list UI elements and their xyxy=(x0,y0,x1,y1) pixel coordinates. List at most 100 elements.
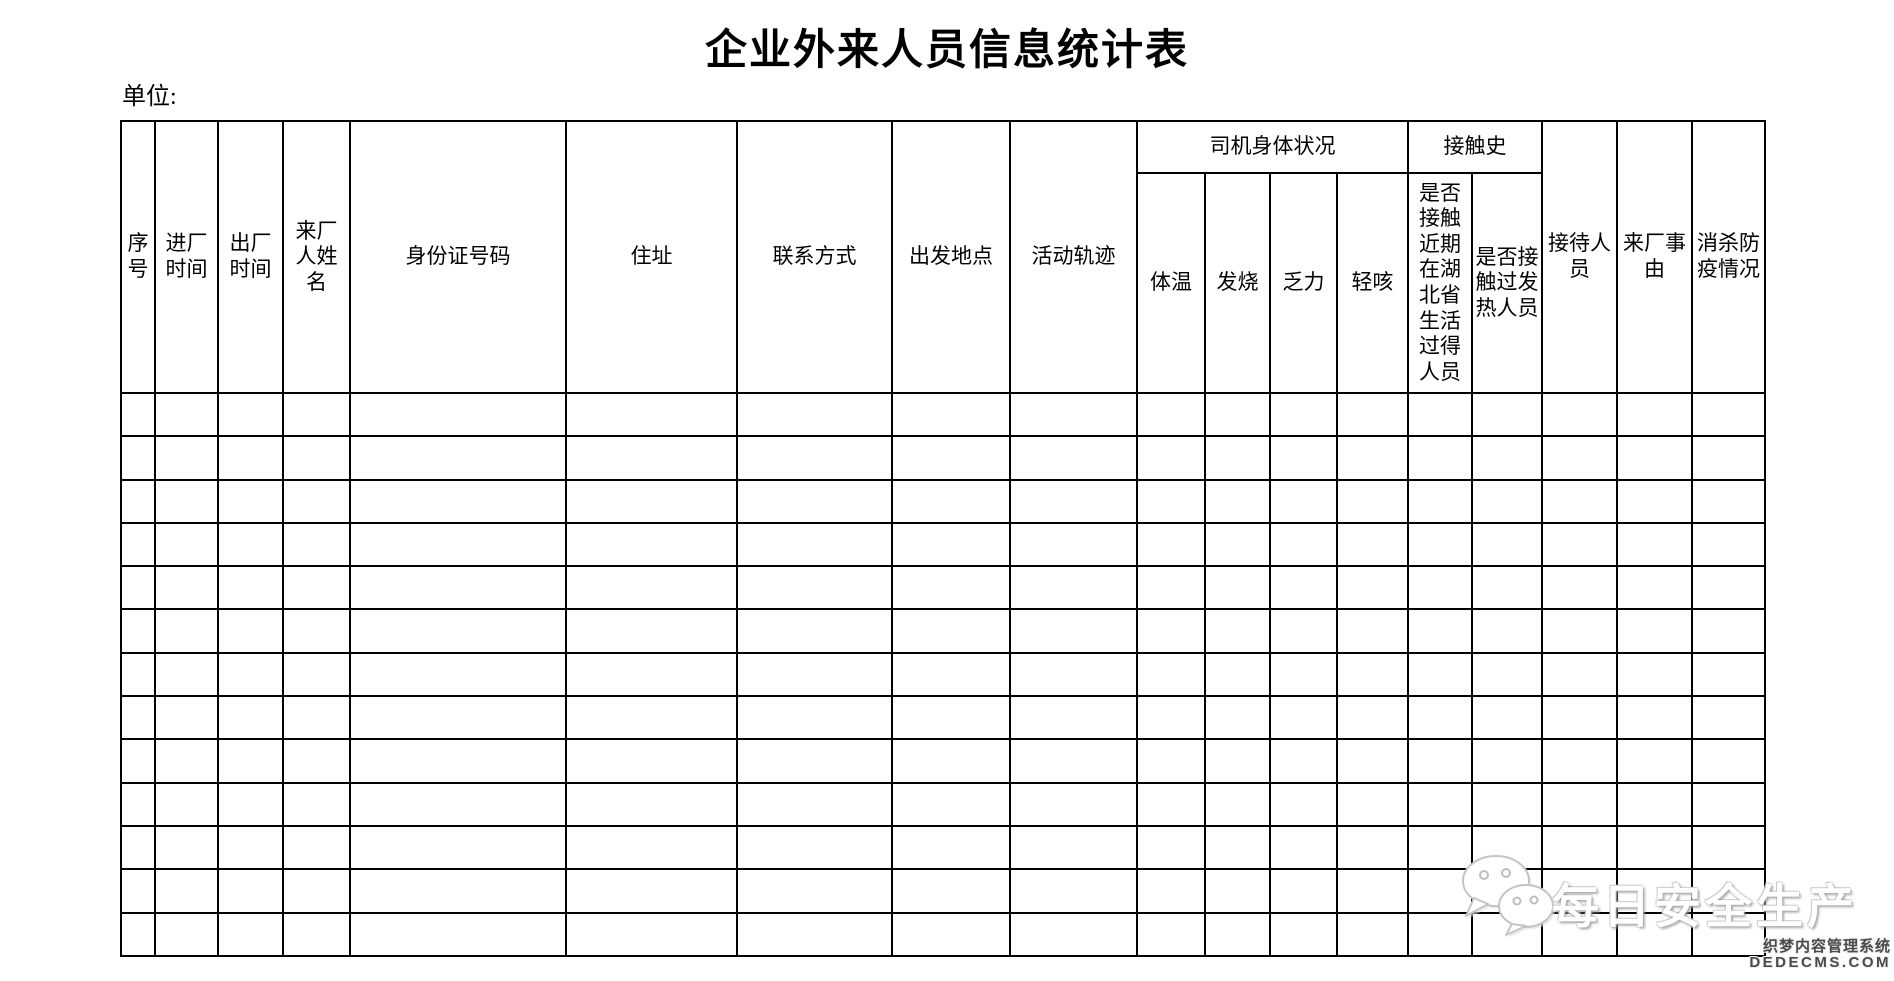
body-cell xyxy=(1336,868,1409,914)
table-row xyxy=(120,391,1766,438)
body-cell xyxy=(1204,565,1271,611)
body-cell xyxy=(1269,781,1338,827)
body-cell xyxy=(1471,565,1543,611)
body-cell xyxy=(1009,478,1138,524)
body-cell xyxy=(1616,781,1693,827)
body-cell xyxy=(1204,435,1271,481)
body-cell xyxy=(154,435,219,481)
body-cell xyxy=(1471,738,1543,784)
body-cell xyxy=(1204,391,1271,438)
body-cell xyxy=(349,391,567,438)
body-cell xyxy=(1471,391,1543,438)
body-cell xyxy=(1336,478,1409,524)
header-activity-track: 活动轨迹 xyxy=(1009,120,1138,394)
body-cell xyxy=(1009,391,1138,438)
body-cell xyxy=(565,521,738,568)
body-cell xyxy=(891,651,1011,698)
table-row xyxy=(120,651,1766,698)
body-cell xyxy=(1616,478,1693,524)
body-cell xyxy=(154,651,219,698)
body-cell xyxy=(1541,824,1618,871)
body-cell xyxy=(1471,608,1543,654)
body-cell xyxy=(217,565,284,611)
body-cell xyxy=(736,695,893,741)
body-cell xyxy=(154,738,219,784)
body-cell xyxy=(1136,565,1206,611)
body-cell xyxy=(1541,738,1618,784)
body-cell xyxy=(1541,651,1618,698)
body-cell xyxy=(1541,695,1618,741)
body-cell xyxy=(1136,651,1206,698)
body-cell xyxy=(1009,435,1138,481)
table-row xyxy=(120,738,1766,784)
unit-label: 单位: xyxy=(122,84,177,110)
body-cell xyxy=(1407,521,1473,568)
body-cell xyxy=(1471,695,1543,741)
body-cell xyxy=(217,911,284,958)
body-cell xyxy=(154,565,219,611)
body-cell xyxy=(120,435,156,481)
body-cell xyxy=(217,391,284,438)
body-cell xyxy=(1204,738,1271,784)
body-cell xyxy=(282,824,351,871)
body-cell xyxy=(1269,824,1338,871)
body-cell xyxy=(1541,521,1618,568)
body-cell xyxy=(1204,651,1271,698)
body-cell xyxy=(154,521,219,568)
body-cell xyxy=(217,868,284,914)
body-cell xyxy=(1541,435,1618,481)
body-cell xyxy=(120,824,156,871)
body-cell xyxy=(1136,608,1206,654)
body-cell xyxy=(736,521,893,568)
body-cell xyxy=(154,391,219,438)
header-group-contact-history: 接触史 xyxy=(1407,120,1543,174)
body-cell xyxy=(565,435,738,481)
body-cell xyxy=(1009,781,1138,827)
body-cell xyxy=(1269,608,1338,654)
body-cell xyxy=(349,478,567,524)
body-cell xyxy=(282,651,351,698)
body-cell xyxy=(1009,651,1138,698)
body-cell xyxy=(1136,521,1206,568)
body-cell xyxy=(736,435,893,481)
body-cell xyxy=(1009,868,1138,914)
header-exit-time: 出厂时间 xyxy=(217,120,284,394)
body-cell xyxy=(1336,911,1409,958)
body-cell xyxy=(349,695,567,741)
body-cell xyxy=(1407,608,1473,654)
body-cell xyxy=(282,695,351,741)
body-cell xyxy=(217,435,284,481)
body-cell xyxy=(120,781,156,827)
body-cell xyxy=(565,651,738,698)
table-body xyxy=(120,391,1766,958)
body-cell xyxy=(891,911,1011,958)
header-entry-time: 进厂时间 xyxy=(154,120,219,394)
body-cell xyxy=(1407,911,1473,958)
body-cell xyxy=(1269,521,1338,568)
body-cell xyxy=(217,521,284,568)
body-cell xyxy=(349,781,567,827)
body-cell xyxy=(1691,868,1766,914)
body-cell xyxy=(1269,738,1338,784)
header-fever-contact: 是否接触过发热人员 xyxy=(1471,172,1543,394)
body-cell xyxy=(891,695,1011,741)
body-cell xyxy=(1204,695,1271,741)
body-cell xyxy=(120,911,156,958)
header-hubei-contact: 是否接触近期在湖北省生活过得人员 xyxy=(1407,172,1473,394)
body-cell xyxy=(1009,695,1138,741)
body-cell xyxy=(1336,738,1409,784)
body-cell xyxy=(1269,911,1338,958)
body-cell xyxy=(282,738,351,784)
body-cell xyxy=(1691,391,1766,438)
body-cell xyxy=(1204,824,1271,871)
body-cell xyxy=(349,651,567,698)
body-cell xyxy=(1336,651,1409,698)
header-light-cough: 轻咳 xyxy=(1336,172,1409,394)
body-cell xyxy=(282,478,351,524)
wechat-logo-icon xyxy=(1462,855,1556,938)
table-row xyxy=(120,565,1766,611)
body-cell xyxy=(1009,608,1138,654)
body-cell xyxy=(565,911,738,958)
body-cell xyxy=(120,868,156,914)
body-cell xyxy=(1541,391,1618,438)
